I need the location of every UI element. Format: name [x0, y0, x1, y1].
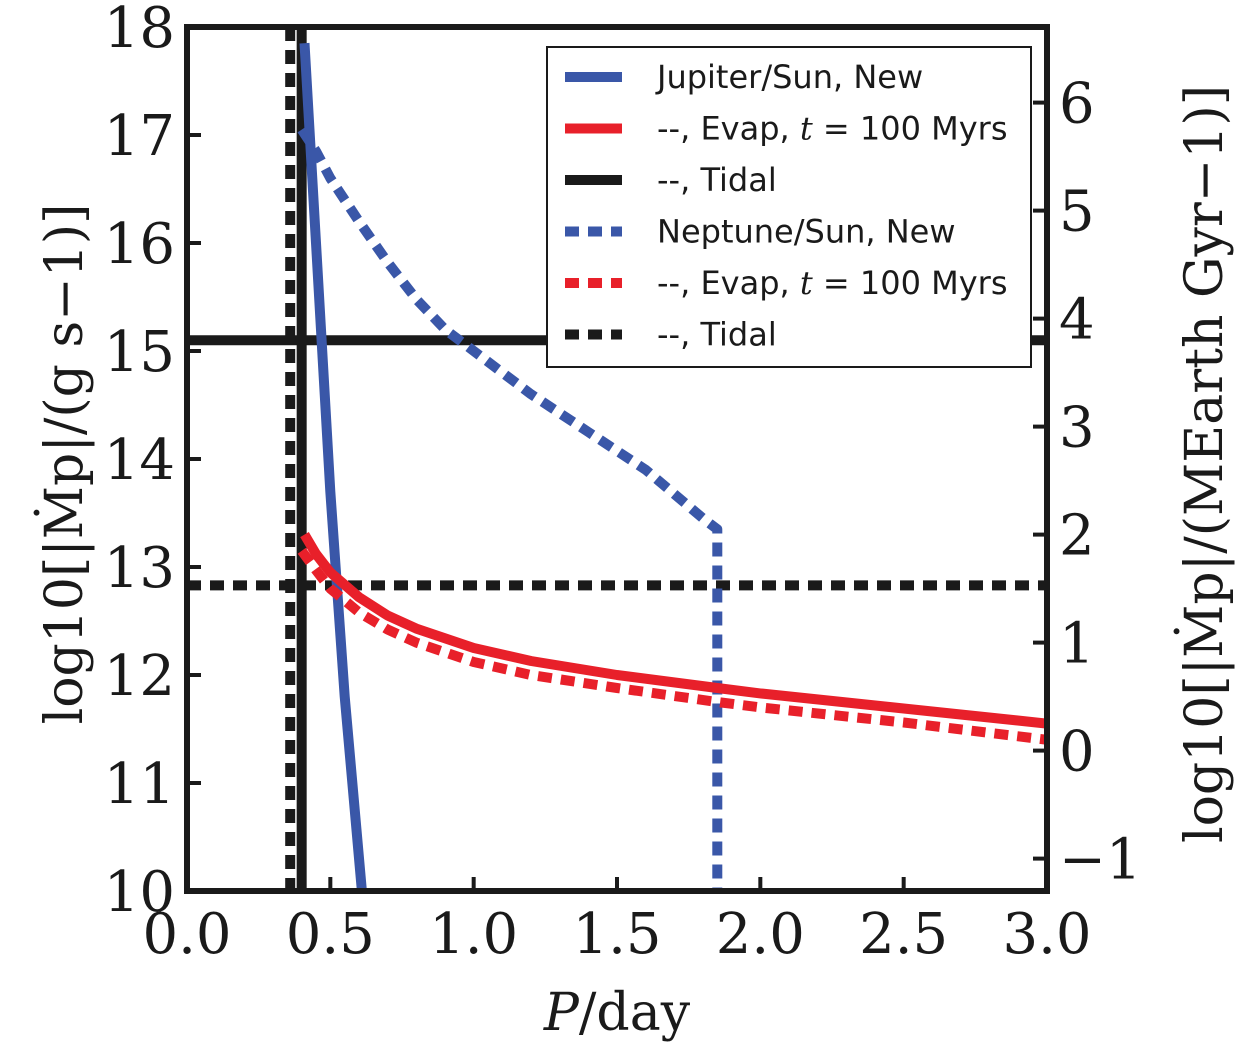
legend-label: Jupiter/Sun, New [655, 58, 923, 96]
y-tick-label-left: 12 [104, 644, 175, 709]
x-tick-label: 1.0 [429, 902, 518, 967]
legend-label: --, Evap, t = 100 Myrs [657, 110, 1008, 148]
x-axis-label-var: P [543, 983, 580, 1043]
legend-label: --, Tidal [657, 316, 777, 354]
x-tick-label: 0.5 [286, 902, 375, 967]
y-tick-label-right: 3 [1059, 396, 1095, 461]
y-tick-label-left: 10 [104, 860, 175, 925]
x-tick-label: 0.0 [142, 902, 231, 967]
y-tick-label-left: 11 [104, 752, 175, 817]
y-tick-label-right: 2 [1059, 504, 1095, 569]
y-axis-label-left: log10[|Ṁp|/(g s−1)] [34, 204, 95, 725]
series-line-4 [297, 547, 1047, 745]
x-axis-label-unit: /day [579, 983, 691, 1043]
x-tick-label: 2.5 [859, 902, 948, 967]
y-tick-label-left: 14 [104, 428, 175, 493]
y-axis-label-right: log10[|Ṁp|/(MEarth Gyr−1)] [1174, 85, 1235, 843]
y-tick-label-left: 13 [104, 536, 175, 601]
ticks-layer: 0.0 0.5 1.0 1.5 2.0 2.5 3.0101112131415161718−… [104, 0, 1142, 967]
series-line-0 [299, 42, 367, 891]
y-tick-label-left: 16 [104, 212, 175, 277]
y-tick-label-left: 18 [104, 0, 175, 61]
legend-label: --, Evap, t = 100 Myrs [657, 264, 1008, 302]
y-tick-label-right: −1 [1059, 828, 1142, 893]
x-tick-label: 2.0 [716, 902, 805, 967]
x-axis-label: P/day [543, 983, 691, 1043]
series-line-3 [297, 126, 723, 891]
y-tick-label-left: 15 [104, 320, 175, 385]
legend-label: Neptune/Sun, New [657, 213, 956, 251]
legend: Jupiter/Sun, New --, Evap, t = 100 Myrs --… [546, 46, 1032, 368]
legend-label: --, Tidal [657, 161, 777, 199]
y-tick-label-left: 17 [104, 104, 175, 169]
y-tick-label-right: 1 [1059, 612, 1095, 677]
y-tick-label-right: 0 [1059, 720, 1095, 785]
legend-box [546, 46, 1032, 368]
y-tick-label-right: 4 [1059, 288, 1095, 353]
y-tick-label-right: 6 [1059, 72, 1095, 137]
x-tick-label: 1.5 [572, 902, 661, 967]
y-tick-label-right: 5 [1059, 180, 1095, 245]
series-line-1 [300, 532, 1047, 729]
x-tick-label: 3.0 [1002, 902, 1091, 967]
